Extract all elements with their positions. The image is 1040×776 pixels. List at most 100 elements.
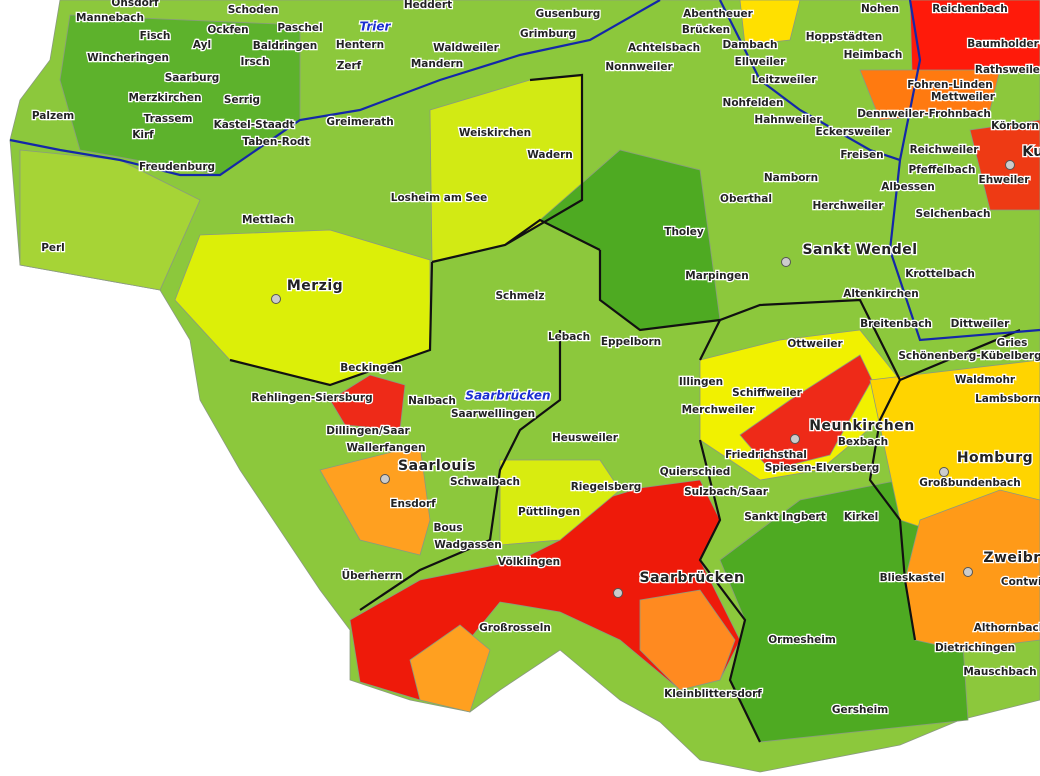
seat-label: Zweibr	[983, 550, 1040, 566]
place-label: Hentern	[336, 39, 384, 51]
region	[329, 374, 406, 431]
place-label: Mauschbach	[963, 666, 1036, 678]
place-label: Losheim am See	[391, 192, 487, 204]
region	[319, 444, 431, 556]
seat-marker	[271, 294, 281, 304]
place-label: Spiesen-Elversberg	[765, 462, 880, 474]
place-label: Pfeffelbach	[909, 164, 976, 176]
place-label: Hoppstädten	[806, 31, 883, 43]
seat-marker	[1005, 160, 1015, 170]
city-label: Trier	[360, 20, 392, 34]
region	[639, 589, 736, 691]
place-label: Hahnweiler	[754, 114, 822, 126]
place-label: Illingen	[679, 376, 723, 388]
place-label: Rehlingen-Siersburg	[251, 392, 372, 404]
seat-marker	[781, 257, 791, 267]
seat-label: Saarlouis	[398, 458, 476, 474]
place-label: Freisen	[840, 149, 883, 161]
place-label: Fohren-Linden	[907, 79, 992, 91]
place-label: Nohfelden	[723, 97, 784, 109]
region	[409, 624, 491, 713]
place-label: Kleinblittersdorf	[664, 688, 762, 700]
city-label: Saarbrücken	[465, 389, 550, 403]
place-label: Althornbach	[974, 622, 1040, 634]
place-label: Greimerath	[326, 116, 393, 128]
place-label: Bous	[434, 522, 463, 534]
place-label: Breitenbach	[860, 318, 932, 330]
place-label: Schoden	[228, 4, 279, 16]
place-label: Sulzbach/Saar	[684, 486, 769, 498]
seat-marker	[939, 467, 949, 477]
place-label: Wadgassen	[434, 539, 502, 551]
country-border	[9, 0, 1040, 342]
place-label: Marpingen	[685, 270, 748, 282]
place-label: Ayl	[193, 39, 211, 51]
place-label: Oberthal	[720, 193, 772, 205]
labels: Onsdorf Schoden Heddert Mannebach Ockfen Pasc…	[31, 0, 1040, 717]
place-label: Nohen	[861, 3, 899, 15]
place-label: Dennweiler-Frohnbach	[857, 108, 991, 120]
place-label: Trassem	[144, 113, 193, 125]
seat-label: Sankt Wendel	[802, 242, 917, 258]
place-label: Irsch	[240, 56, 269, 68]
place-label: Palzem	[32, 110, 74, 122]
place-label: Quierschied	[660, 466, 731, 478]
place-label: Mandern	[411, 58, 463, 70]
place-label: Waldweiler	[433, 42, 500, 54]
place-label: Dittweiler	[951, 318, 1010, 330]
place-label: Sankt Ingbert	[744, 511, 826, 523]
place-label: Selchenbach	[916, 208, 991, 220]
place-label: Püttlingen	[518, 506, 580, 518]
place-label: Perl	[41, 242, 65, 254]
place-label: Tholey	[664, 226, 704, 238]
place-label: Fisch	[140, 30, 171, 42]
place-label: Nalbach	[408, 395, 456, 407]
place-label: Lebach	[548, 331, 590, 343]
place-label: Wadern	[527, 149, 573, 161]
regions	[9, 0, 1040, 773]
place-label: Völklingen	[498, 556, 560, 568]
place-label: Saarburg	[165, 72, 220, 84]
place-label: Wincheringen	[87, 52, 169, 64]
place-label: Waldmohr	[955, 374, 1016, 386]
place-label: Heusweiler	[552, 432, 619, 444]
place-label: Altenkirchen	[843, 288, 918, 300]
place-label: Eckersweiler	[816, 126, 892, 138]
place-label: Schönenberg-Kübelberg	[898, 350, 1040, 362]
region	[739, 0, 801, 46]
place-label: Schwalbach	[450, 476, 520, 488]
place-label: Reichweiler	[910, 144, 980, 156]
place-label: Eppelborn	[601, 336, 661, 348]
place-label: Baumholder	[967, 38, 1039, 50]
place-label: Bexbach	[838, 436, 888, 448]
place-label: Kirkel	[844, 511, 878, 523]
place-label: Lambsborn	[975, 393, 1040, 405]
seat-label: Ku	[1022, 144, 1040, 160]
place-label: Rathsweiler	[975, 64, 1040, 76]
place-label: Beckingen	[340, 362, 402, 374]
place-label: Gersheim	[832, 704, 888, 716]
place-label: Schiffweiler	[732, 387, 803, 399]
place-label: Merchweiler	[682, 404, 756, 416]
place-label: Kastel-Staadt	[214, 119, 295, 131]
place-label: Albessen	[881, 181, 934, 193]
place-label: Ellweiler	[735, 56, 787, 68]
place-label: Kirf	[132, 129, 154, 141]
place-label: Namborn	[764, 172, 818, 184]
place-label: Schmelz	[495, 290, 544, 302]
place-label: Serrig	[224, 94, 260, 106]
place-label: Nonnweiler	[605, 61, 673, 73]
seat-marker	[613, 588, 623, 598]
seat-marker	[963, 567, 973, 577]
place-label: Dillingen/Saar	[326, 425, 410, 437]
place-label: Herchweiler	[812, 200, 884, 212]
place-label: Freudenburg	[139, 161, 215, 173]
place-label: Taben-Rodt	[242, 136, 309, 148]
place-label: Überherrn	[342, 568, 403, 582]
place-label: Ehweiler	[979, 174, 1031, 186]
place-label: Reichenbach	[932, 3, 1007, 15]
place-label: Heddert	[404, 0, 452, 11]
place-label: Großbundenbach	[919, 477, 1020, 489]
place-label: Ensdorf	[390, 498, 436, 510]
